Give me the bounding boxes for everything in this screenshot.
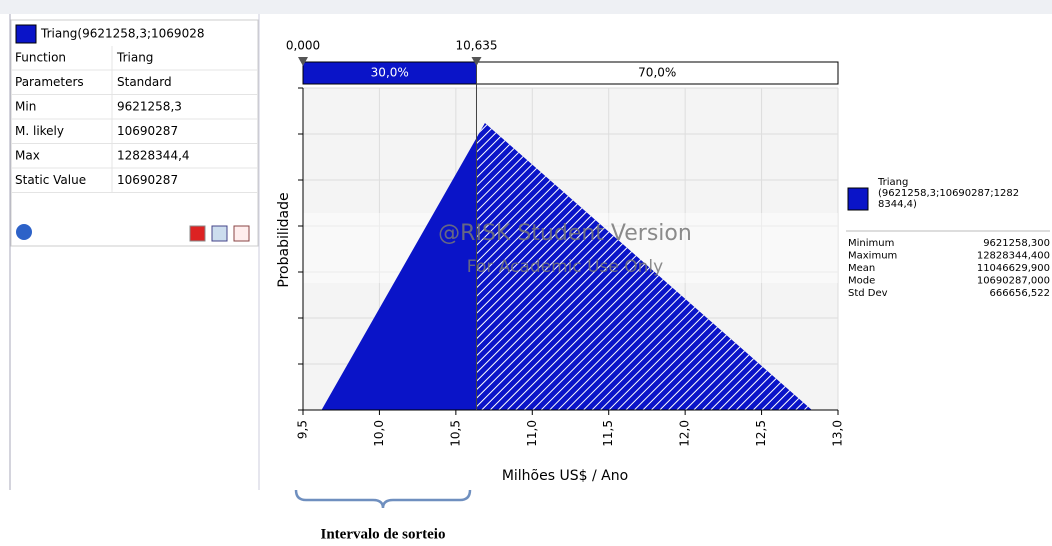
x-axis-label: Milhões US$ / Ano xyxy=(502,468,628,484)
row-label: Parameters xyxy=(15,75,84,89)
row-label: Static Value xyxy=(15,173,86,187)
x-tick-label: 12,0 xyxy=(678,420,692,447)
graph-button[interactable] xyxy=(211,225,228,242)
stat-label: Minimum xyxy=(848,238,894,249)
row-value: Triang xyxy=(116,51,153,65)
legend-text: (9621258,3;10690287;1282 xyxy=(878,188,1019,199)
stat-value: 9621258,300 xyxy=(983,238,1050,249)
row-value: 10690287 xyxy=(117,124,178,138)
row-label: Max xyxy=(15,149,40,163)
row-label: M. likely xyxy=(15,124,64,138)
row-value: 12828344,4 xyxy=(117,149,190,163)
pct-right-label: 70,0% xyxy=(638,66,676,80)
toolbar-strip xyxy=(0,0,1052,14)
panel-header: Triang(9621258,3;1069028 xyxy=(40,27,204,41)
stat-value: 12828344,400 xyxy=(977,251,1050,262)
stat-label: Mean xyxy=(848,263,875,274)
legend-swatch xyxy=(847,187,869,211)
annotation: Intervalo de sorteio xyxy=(321,526,446,542)
delete-button[interactable] xyxy=(189,225,206,242)
row-value: Standard xyxy=(117,75,172,89)
row-value: 10690287 xyxy=(117,173,178,187)
delimiter-handle xyxy=(471,57,482,66)
delimiter-right-label: 10,635 xyxy=(455,39,497,53)
delimiter-left-label: 0,000 xyxy=(286,39,320,53)
x-tick-label: 13,0 xyxy=(831,420,845,447)
legend-text: Triang xyxy=(877,177,908,188)
row-label: Min xyxy=(15,100,36,114)
help-button[interactable] xyxy=(16,224,32,240)
watermark: @RISK Student Version xyxy=(438,221,692,246)
x-tick-label: 10,5 xyxy=(448,420,462,447)
x-tick-label: 11,5 xyxy=(601,420,615,447)
y-axis-label: Probabilidade xyxy=(276,192,292,287)
x-tick-label: 9,5 xyxy=(296,420,310,439)
bracket xyxy=(294,489,472,509)
stat-label: Std Dev xyxy=(848,288,888,299)
row-value: 9621258,3 xyxy=(117,100,182,114)
stat-value: 666656,522 xyxy=(990,288,1050,299)
delimiter-handle xyxy=(298,57,308,66)
stat-label: Maximum xyxy=(848,251,897,262)
x-tick-label: 10,0 xyxy=(372,420,386,447)
legend-text: 8344,4) xyxy=(878,199,917,210)
select-button[interactable] xyxy=(233,225,250,242)
dist-swatch xyxy=(15,24,37,44)
stat-label: Mode xyxy=(848,276,875,287)
stat-value: 10690287,000 xyxy=(977,276,1050,287)
watermark: For Academic Use Only xyxy=(467,257,663,277)
row-label: Function xyxy=(15,51,66,65)
property-panel xyxy=(10,19,259,247)
x-tick-label: 12,5 xyxy=(754,420,768,447)
pct-left-label: 30,0% xyxy=(371,66,409,80)
x-tick-label: 11,0 xyxy=(525,420,539,447)
stat-value: 11046629,900 xyxy=(977,263,1050,274)
